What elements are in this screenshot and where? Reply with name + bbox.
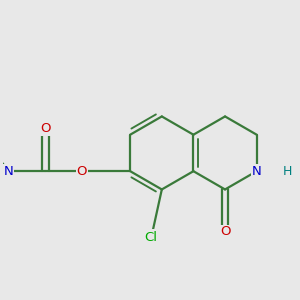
Text: N: N — [4, 165, 14, 178]
Text: O: O — [220, 225, 230, 238]
Text: O: O — [77, 165, 87, 178]
Text: H: H — [283, 165, 292, 178]
Text: N: N — [252, 165, 262, 178]
Text: O: O — [40, 122, 51, 135]
Text: Cl: Cl — [145, 231, 158, 244]
